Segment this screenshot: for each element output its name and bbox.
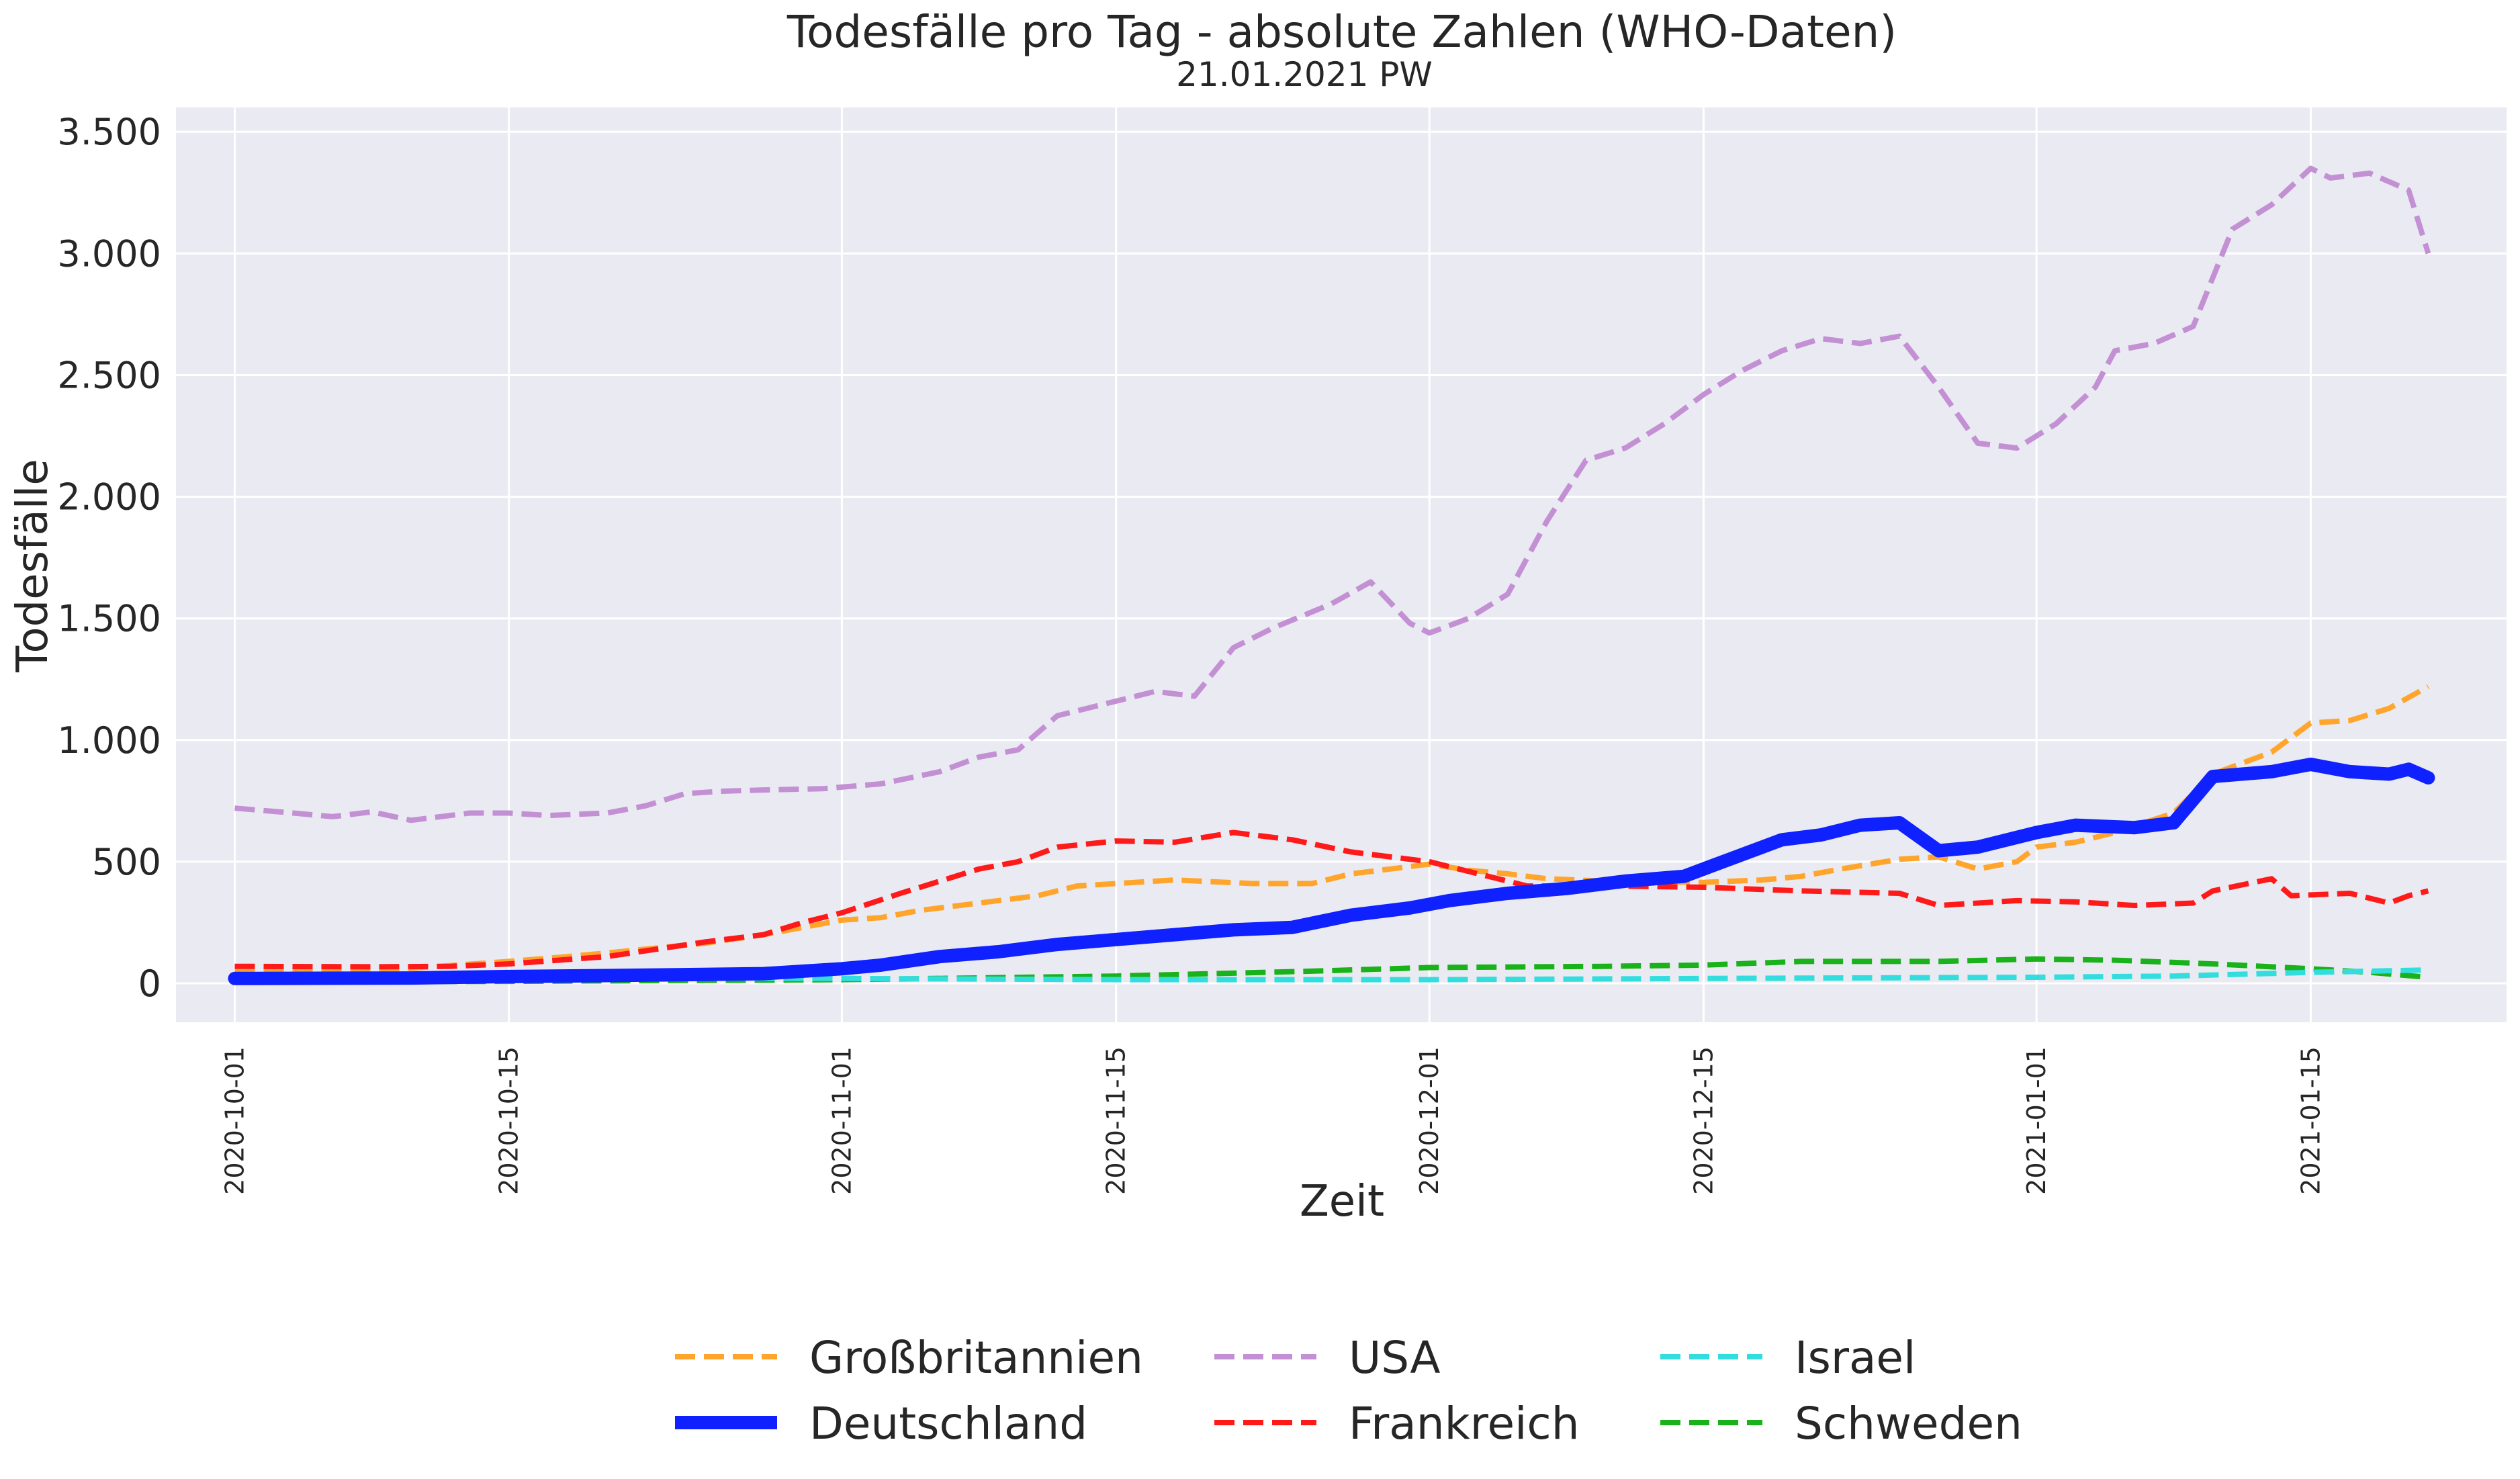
x-tick-label: 2020-10-15 xyxy=(494,1046,524,1195)
legend: Großbritannien USA Israel Deutschland Frankr… xyxy=(675,1332,2022,1449)
series-line-usa xyxy=(234,165,2431,823)
legend-label: Frankreich xyxy=(1349,1398,1580,1449)
chart-subtitle: 21.01.2021 PW xyxy=(1176,55,1433,94)
series-line-frankreich xyxy=(234,830,2429,970)
x-tick-labels: 2020-10-01 2020-10-15 2020-11-01 2020-11-15… xyxy=(220,1046,2325,1195)
series-line-deutschland xyxy=(228,758,2435,985)
x-tick-label: 2021-01-15 xyxy=(2296,1046,2325,1195)
x-tick-label: 2020-11-15 xyxy=(1101,1046,1131,1195)
series-line-schweden xyxy=(234,956,2429,985)
legend-label: Schweden xyxy=(1795,1398,2022,1449)
plot-area xyxy=(176,107,2507,1022)
legend-label: Deutschland xyxy=(809,1398,1087,1449)
legend-label: Großbritannien xyxy=(809,1332,1143,1384)
y-tick-label: 500 xyxy=(92,841,161,883)
y-tick-label: 1.500 xyxy=(57,598,161,640)
y-tick-label: 2.500 xyxy=(57,354,161,396)
y-tick-labels: 0 500 1.000 1.500 2.000 2.500 3.000 3.500 xyxy=(57,111,161,1005)
x-tick-label: 2020-12-01 xyxy=(1414,1046,1444,1195)
x-axis-label: Zeit xyxy=(1300,1177,1384,1226)
y-axis-label: Todesfälle xyxy=(8,459,58,672)
y-tick-label: 1.000 xyxy=(57,719,161,762)
legend-label: Israel xyxy=(1795,1332,1916,1384)
y-tick-label: 0 xyxy=(138,962,161,1005)
series-lines xyxy=(228,165,2435,985)
x-tick-label: 2020-10-01 xyxy=(220,1046,249,1195)
chart-title: Todesfälle pro Tag - absolute Zahlen (WH… xyxy=(786,6,1897,58)
y-tick-label: 3.500 xyxy=(57,111,161,153)
x-tick-label: 2021-01-01 xyxy=(2022,1046,2051,1195)
legend-label: USA xyxy=(1349,1332,1441,1384)
x-tick-label: 2020-12-15 xyxy=(1689,1046,1718,1195)
x-tick-label: 2020-11-01 xyxy=(827,1046,856,1195)
y-tick-label: 2.000 xyxy=(57,476,161,519)
y-tick-label: 3.000 xyxy=(57,232,161,275)
